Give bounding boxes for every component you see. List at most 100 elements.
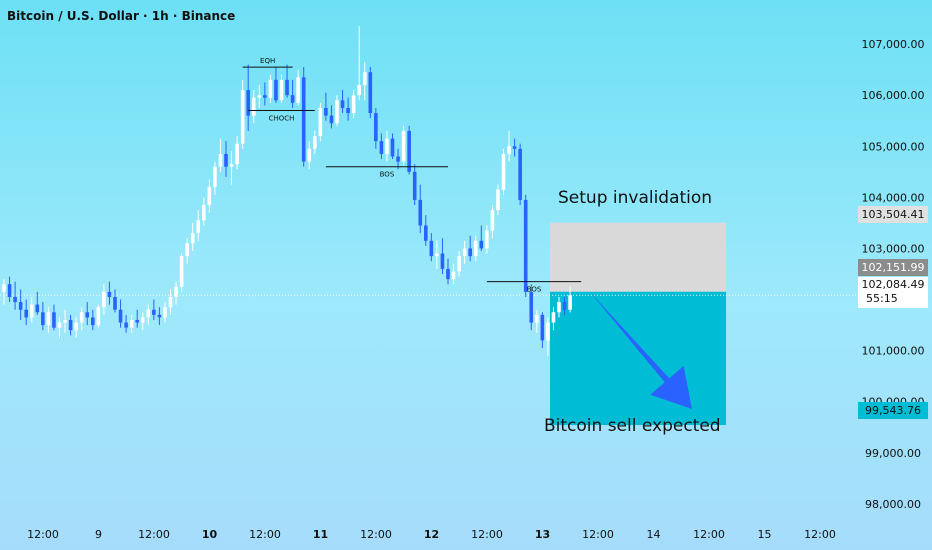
candle-body bbox=[535, 314, 539, 323]
candle-43 bbox=[240, 79, 245, 149]
candle-54 bbox=[301, 67, 306, 167]
candle-body bbox=[540, 314, 545, 341]
candle-body bbox=[296, 77, 300, 103]
x-tick-3: 10 bbox=[202, 528, 218, 541]
candle-body bbox=[468, 248, 472, 257]
candle-body bbox=[557, 302, 561, 313]
current-price-value: 102,084.49 bbox=[861, 278, 925, 291]
x-tick-11: 14 bbox=[647, 528, 661, 541]
candle-27 bbox=[152, 299, 156, 320]
candle-body bbox=[457, 256, 461, 272]
candle-81 bbox=[451, 263, 456, 285]
candle-19 bbox=[107, 281, 112, 305]
candle-93 bbox=[518, 143, 522, 206]
candle-40 bbox=[224, 141, 228, 177]
current-price-label: 102,084.49 55:15 bbox=[858, 277, 928, 308]
x-tick-8: 12:00 bbox=[471, 528, 503, 541]
candle-body bbox=[285, 79, 289, 96]
x-tick-6: 12:00 bbox=[360, 528, 392, 541]
candle-44 bbox=[246, 64, 250, 131]
candle-46 bbox=[257, 84, 262, 108]
candle-63 bbox=[351, 90, 356, 119]
candle-32 bbox=[179, 253, 184, 292]
candle-16 bbox=[91, 309, 95, 331]
y-tick-8: 106,000.00 bbox=[862, 89, 925, 102]
candle-body bbox=[146, 309, 151, 318]
candle-21 bbox=[118, 299, 123, 328]
candle-50 bbox=[279, 74, 284, 103]
candle-body bbox=[190, 233, 195, 244]
candle-42 bbox=[235, 136, 239, 170]
candle-64 bbox=[357, 26, 361, 101]
candle-body bbox=[91, 317, 95, 326]
candle-90 bbox=[501, 148, 506, 195]
candle-body bbox=[107, 291, 112, 297]
candle-102 bbox=[568, 286, 572, 313]
candle-97 bbox=[540, 312, 545, 349]
annotation-label-2: BOS bbox=[380, 171, 395, 179]
candle-88 bbox=[490, 205, 495, 239]
x-tick-0: 12:00 bbox=[27, 528, 59, 541]
candle-body bbox=[412, 171, 417, 200]
candle-body bbox=[351, 95, 356, 114]
candle-body bbox=[512, 146, 517, 149]
candle-body bbox=[207, 187, 212, 206]
candle-87 bbox=[485, 225, 489, 254]
candle-18 bbox=[102, 284, 106, 315]
candle-body bbox=[435, 253, 439, 257]
candle-body bbox=[501, 153, 506, 190]
candle-body bbox=[490, 210, 495, 231]
candle-74 bbox=[412, 164, 417, 206]
candle-60 bbox=[335, 95, 339, 126]
setup-invalidation-label: Setup invalidation bbox=[558, 188, 713, 208]
candle-20 bbox=[113, 289, 117, 313]
x-tick-13: 15 bbox=[758, 528, 772, 541]
candle-body bbox=[185, 243, 189, 257]
candle-98 bbox=[546, 317, 550, 356]
candle-49 bbox=[274, 67, 278, 103]
candle-body bbox=[335, 100, 339, 124]
candle-body bbox=[346, 107, 350, 114]
candle-59 bbox=[329, 105, 334, 129]
candle-body bbox=[290, 95, 295, 103]
candle-body bbox=[18, 302, 23, 310]
x-tick-2: 12:00 bbox=[138, 528, 170, 541]
candle-25 bbox=[140, 312, 145, 331]
stop-price-label: 103,504.41 bbox=[858, 206, 928, 223]
chart-title: Bitcoin / U.S. Dollar · 1h · Binance bbox=[7, 9, 236, 23]
candle-67 bbox=[374, 107, 378, 149]
candle-24 bbox=[135, 309, 139, 328]
candle-body bbox=[546, 322, 550, 341]
candle-68 bbox=[379, 133, 384, 160]
candle-body bbox=[41, 312, 45, 326]
candle-36 bbox=[202, 197, 206, 226]
x-tick-4: 12:00 bbox=[249, 528, 281, 541]
candle-body bbox=[29, 304, 34, 318]
candle-15 bbox=[85, 302, 90, 326]
candle-30 bbox=[168, 289, 173, 315]
candle-83 bbox=[462, 240, 467, 264]
candle-35 bbox=[196, 210, 201, 241]
y-tick-5: 103,000.00 bbox=[862, 242, 925, 255]
candle-body bbox=[157, 314, 162, 318]
candle-41 bbox=[229, 151, 234, 185]
candle-body bbox=[451, 271, 456, 280]
y-tick-1: 99,000.00 bbox=[865, 447, 921, 460]
candle-99 bbox=[551, 307, 556, 331]
candle-body bbox=[52, 312, 56, 328]
candle-body bbox=[113, 296, 117, 310]
candle-11 bbox=[63, 309, 67, 333]
candle-body bbox=[374, 113, 378, 142]
sell-expected-label: Bitcoin sell expected bbox=[544, 416, 721, 436]
candle-13 bbox=[74, 317, 78, 338]
candle-55 bbox=[307, 141, 312, 170]
candle-62 bbox=[346, 97, 350, 121]
candle-body bbox=[307, 148, 312, 162]
candle-0 bbox=[2, 279, 6, 305]
candle-14 bbox=[79, 307, 84, 331]
candle-body bbox=[362, 72, 367, 85]
candle-body bbox=[518, 148, 522, 200]
candle-29 bbox=[163, 302, 167, 323]
